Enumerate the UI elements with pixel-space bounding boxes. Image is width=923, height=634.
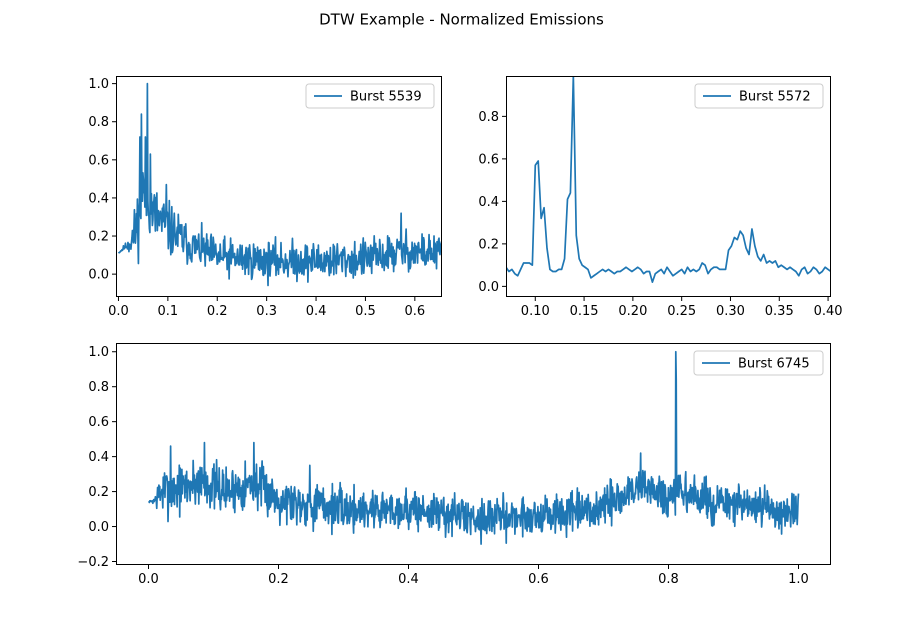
x-tick-label: 0.0 (138, 572, 159, 587)
legend-box (693, 350, 824, 376)
y-tick-label: 0.6 (88, 153, 109, 168)
y-tick-label: 0.8 (88, 115, 109, 130)
y-tick-label: 1.0 (88, 345, 109, 360)
legend-label: Burst 5539 (350, 90, 422, 105)
series-line (148, 350, 800, 545)
subplot-burst-5539: 0.0 0.1 0.2 0.3 0.4 0.5 0.60.00.20.40.60.81.0 … (88, 76, 442, 319)
x-tick-label: 0.0 (108, 304, 129, 319)
x-tick-label: 0.6 (404, 304, 425, 319)
x-tick-label: 0.4 (398, 572, 419, 587)
series-line (117, 82, 442, 287)
subplot-burst-6745: 0.0 0.2 0.4 0.6 0.8 1.0 −0.2 0.0 0.2 0.4 0.6 0.8 1.0… (77, 343, 831, 587)
subplot-burst-5572: 0.10 0.15 0.20 0.25 0.30 0.35 0.40 0.0 0.2 0.4 0.6… (478, 76, 843, 319)
y-tick-label: 0.0 (88, 268, 109, 283)
legend-label: Burst 5572 (739, 90, 811, 105)
x-tick-label: 0.2 (207, 304, 228, 319)
y-tick-label: 0.6 (478, 152, 499, 167)
x-tick-label: 0.25 (667, 304, 696, 319)
x-tick-label: 0.8 (658, 572, 679, 587)
x-tick-label: 0.6 (528, 572, 549, 587)
y-tick-label: 0.4 (88, 191, 109, 206)
x-tick-label: 0.40 (814, 304, 843, 319)
legend-label: Burst 6745 (738, 357, 810, 372)
y-tick-label: 0.0 (88, 520, 109, 535)
y-tick-label: 0.0 (478, 280, 499, 295)
y-tick-label: 1.0 (88, 77, 109, 92)
y-tick-label: 0.4 (88, 450, 109, 465)
x-tick-label: 0.10 (521, 304, 550, 319)
x-tick-label: 0.3 (256, 304, 277, 319)
y-tick-label: 0.2 (88, 485, 109, 500)
x-tick-label: 0.20 (618, 304, 647, 319)
x-tick-label: 0.1 (158, 304, 179, 319)
legend-box (694, 83, 824, 109)
x-tick-label: 0.15 (570, 304, 599, 319)
y-tick-label: 0.8 (478, 110, 499, 125)
series-line (506, 76, 831, 283)
y-tick-label: 0.2 (88, 230, 109, 245)
y-tick-label: 0.8 (88, 380, 109, 395)
y-tick-label: 0.4 (478, 195, 499, 210)
y-tick-label: 0.2 (478, 237, 499, 252)
legend-box (305, 83, 435, 109)
x-tick-label: 0.2 (268, 572, 289, 587)
figure-title: DTW Example - Normalized Emissions (319, 11, 604, 29)
x-tick-label: 0.35 (765, 304, 794, 319)
y-tick-label: 0.6 (88, 415, 109, 430)
x-tick-label: 0.4 (306, 304, 327, 319)
x-tick-label: 0.30 (716, 304, 745, 319)
x-tick-label: 0.5 (355, 304, 376, 319)
y-tick-label: −0.2 (77, 555, 109, 570)
x-tick-label: 1.0 (788, 572, 809, 587)
